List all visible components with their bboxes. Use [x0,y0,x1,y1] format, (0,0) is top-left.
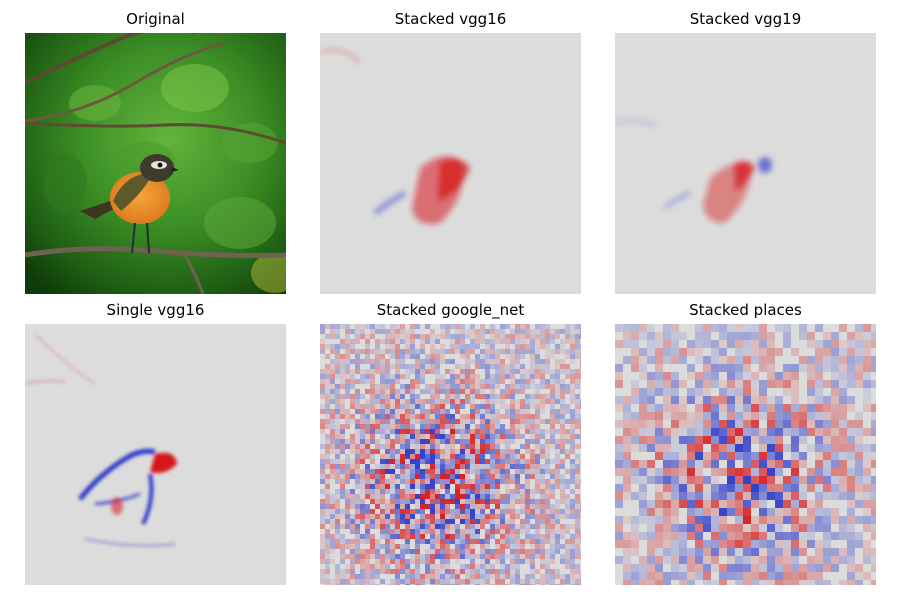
panel-title: Stacked google_net [376,301,525,319]
heatmap-stacked-google-net [320,324,581,585]
heatmap-stacked-places [615,324,876,585]
panel-title: Stacked vgg16 [394,10,507,28]
panel-title: Stacked vgg19 [689,10,802,28]
panel-title: Stacked places [689,301,802,319]
heatmap-stacked-vgg19 [615,33,876,294]
original-photo [25,33,286,294]
panel-title: Single vgg16 [106,301,205,319]
heatmap-stacked-vgg16 [320,33,581,294]
panel-title: Original [126,10,185,28]
heatmap-single-vgg16 [25,324,286,585]
